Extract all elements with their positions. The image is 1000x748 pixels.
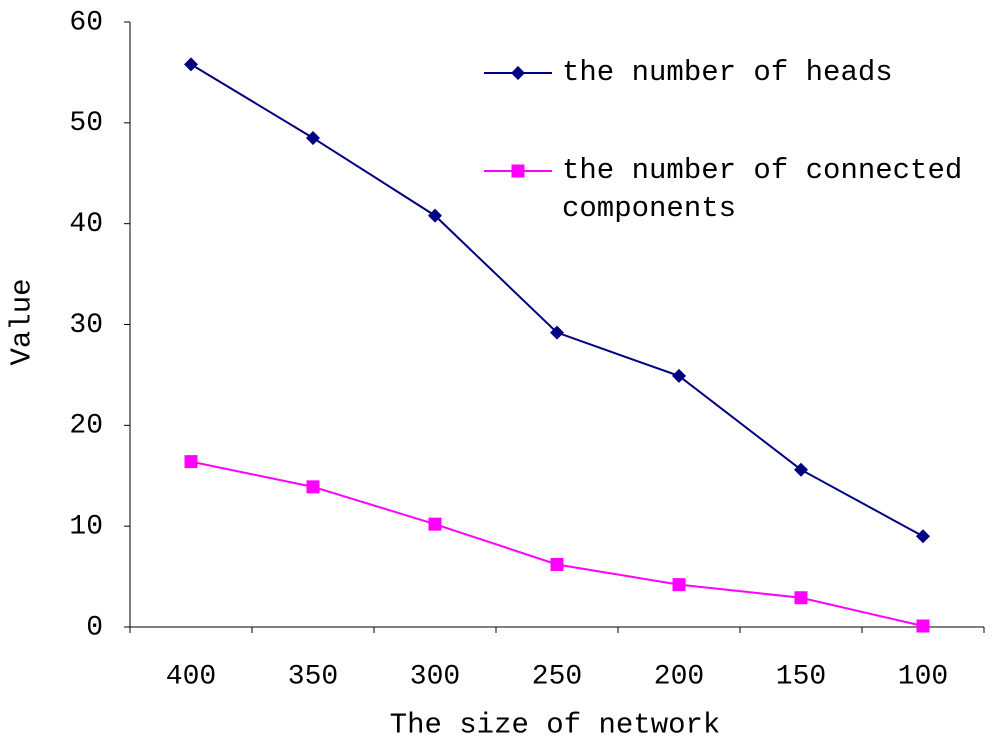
marker-square bbox=[916, 619, 930, 633]
marker-diamond bbox=[916, 529, 930, 544]
y-axis-label: Value bbox=[6, 278, 39, 365]
marker-diamond bbox=[428, 208, 442, 223]
marker-diamond bbox=[550, 325, 564, 340]
marker-square bbox=[428, 517, 442, 531]
y-tick-label: 50 bbox=[69, 108, 103, 139]
marker-square bbox=[306, 480, 320, 494]
marker-diamond bbox=[511, 66, 525, 80]
legend-label: the number of connected components bbox=[562, 154, 963, 225]
x-axis-label: The size of network bbox=[390, 709, 721, 742]
x-tick-label: 250 bbox=[532, 661, 582, 692]
marker-square bbox=[794, 591, 808, 605]
y-tick-label: 20 bbox=[69, 411, 103, 442]
marker-diamond bbox=[794, 462, 808, 477]
series-line bbox=[190, 63, 924, 538]
x-tick-label: 350 bbox=[288, 661, 338, 692]
marker-diamond bbox=[672, 368, 686, 383]
marker-square bbox=[672, 578, 686, 592]
series-line bbox=[190, 460, 924, 627]
x-tick-label: 150 bbox=[776, 661, 826, 692]
marker-square bbox=[550, 557, 564, 571]
y-tick-label: 40 bbox=[69, 209, 103, 240]
y-tick-label: 30 bbox=[69, 310, 103, 341]
marker-diamond bbox=[184, 57, 198, 72]
x-tick-label: 400 bbox=[166, 661, 216, 692]
marker-square bbox=[511, 164, 525, 178]
y-tick-label: 0 bbox=[86, 612, 103, 643]
legend-label: the number of heads bbox=[562, 56, 893, 89]
marker-diamond bbox=[306, 130, 320, 145]
x-tick-label: 300 bbox=[410, 661, 460, 692]
y-tick-label: 60 bbox=[69, 7, 103, 38]
x-tick-label: 100 bbox=[898, 661, 948, 692]
marker-square bbox=[184, 455, 198, 469]
y-tick-label: 10 bbox=[69, 512, 103, 543]
x-tick-label: 200 bbox=[654, 661, 704, 692]
